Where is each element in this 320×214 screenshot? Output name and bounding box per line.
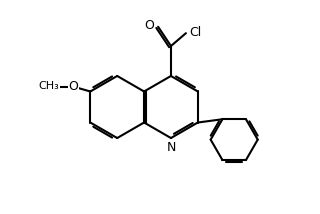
- Text: N: N: [166, 141, 176, 154]
- Text: O: O: [68, 80, 78, 93]
- Text: CH₃: CH₃: [38, 81, 59, 91]
- Text: Cl: Cl: [189, 26, 202, 39]
- Text: O: O: [145, 19, 155, 32]
